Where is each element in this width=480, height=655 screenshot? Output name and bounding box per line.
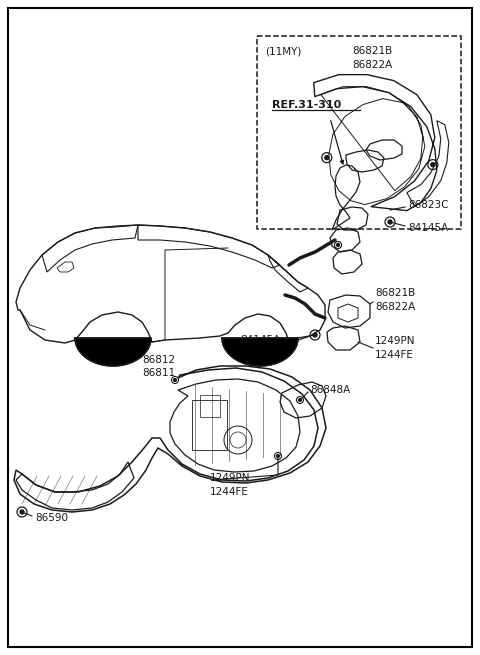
Text: 86821B
86822A: 86821B 86822A xyxy=(375,288,415,312)
Text: (11MY): (11MY) xyxy=(265,46,301,56)
Polygon shape xyxy=(222,338,298,366)
Text: 86812
86811: 86812 86811 xyxy=(142,355,175,378)
Circle shape xyxy=(299,399,301,402)
Text: 1249PN
1244FE: 1249PN 1244FE xyxy=(375,337,416,360)
Text: 86848A: 86848A xyxy=(310,385,350,395)
Text: 1249PN
1244FE: 1249PN 1244FE xyxy=(210,474,251,496)
Text: 84145A: 84145A xyxy=(240,335,280,345)
Circle shape xyxy=(325,156,329,160)
Polygon shape xyxy=(75,338,151,366)
Text: 86823C: 86823C xyxy=(408,200,448,210)
Circle shape xyxy=(388,220,392,224)
Text: 84145A: 84145A xyxy=(408,223,448,233)
Text: 86821B
86822A: 86821B 86822A xyxy=(352,47,392,69)
Bar xyxy=(257,36,461,229)
Circle shape xyxy=(276,455,279,457)
Circle shape xyxy=(336,244,339,246)
Circle shape xyxy=(20,510,24,514)
Text: 86590: 86590 xyxy=(35,513,68,523)
Circle shape xyxy=(313,333,317,337)
Circle shape xyxy=(174,379,177,381)
Bar xyxy=(200,395,220,417)
Circle shape xyxy=(431,162,435,166)
Text: REF.31-310: REF.31-310 xyxy=(272,100,341,110)
Bar xyxy=(192,400,227,450)
